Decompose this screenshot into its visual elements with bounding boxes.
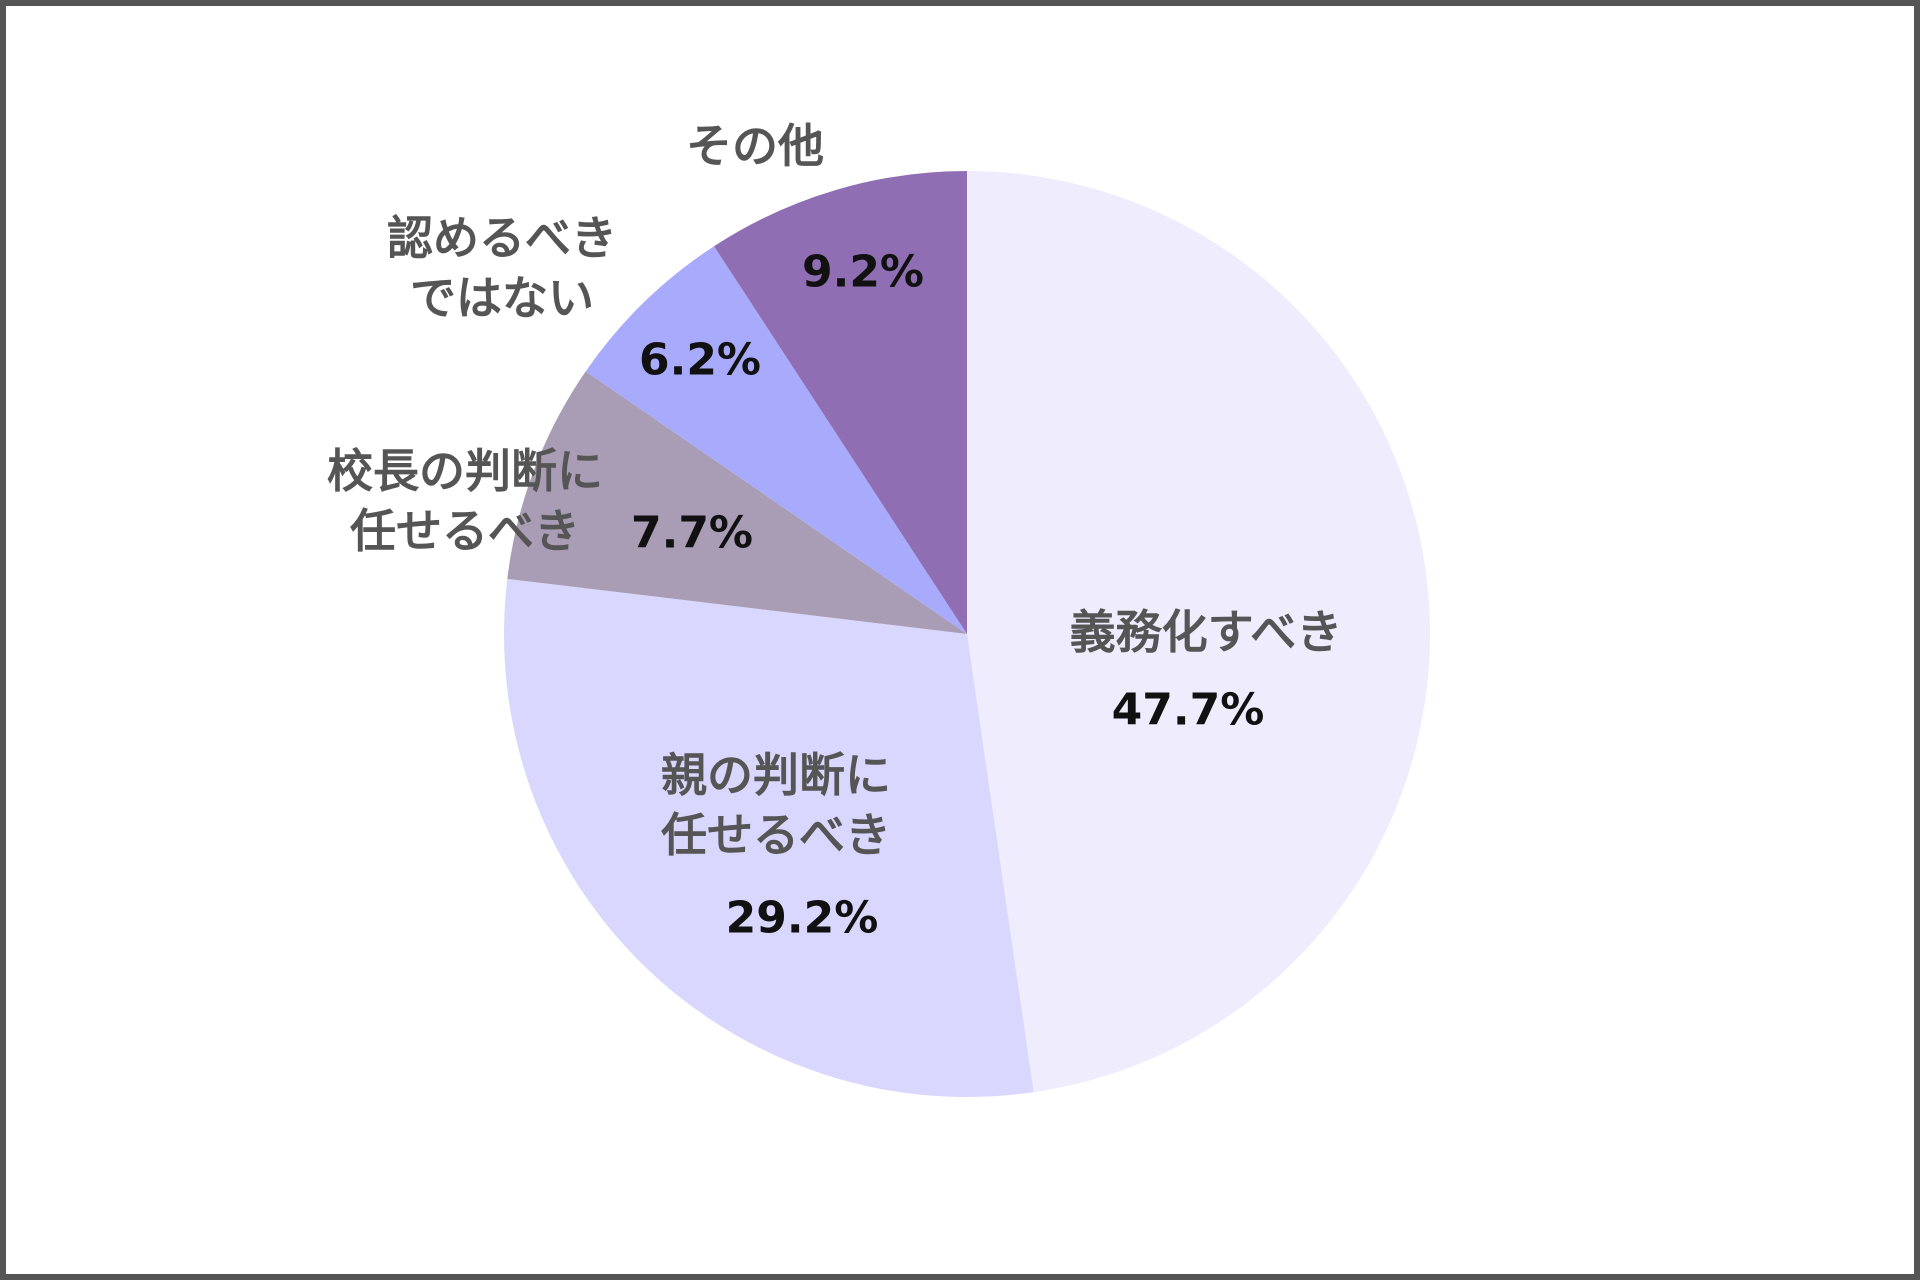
- value-label: 6.2%: [638, 334, 762, 386]
- category-label: その他: [686, 119, 824, 174]
- value-label: 7.7%: [630, 507, 754, 559]
- pie-slice: [585, 246, 967, 634]
- category-label: 認めるべき ではない: [387, 211, 617, 325]
- value-label: 29.2%: [725, 892, 879, 944]
- category-label: 義務化すべき: [1069, 605, 1343, 660]
- pie-slice: [507, 371, 967, 634]
- value-label: 47.7%: [1111, 684, 1265, 736]
- pie-slice: [714, 171, 967, 634]
- pie-slice: [503, 578, 1034, 1097]
- pie-area: [503, 171, 1430, 1097]
- category-label: 親の判断に 任せるべき: [661, 748, 891, 862]
- value-label: 9.2%: [801, 246, 925, 298]
- category-label: 校長の判断に 任せるべき: [327, 444, 603, 558]
- pie-slice: [967, 171, 1430, 1093]
